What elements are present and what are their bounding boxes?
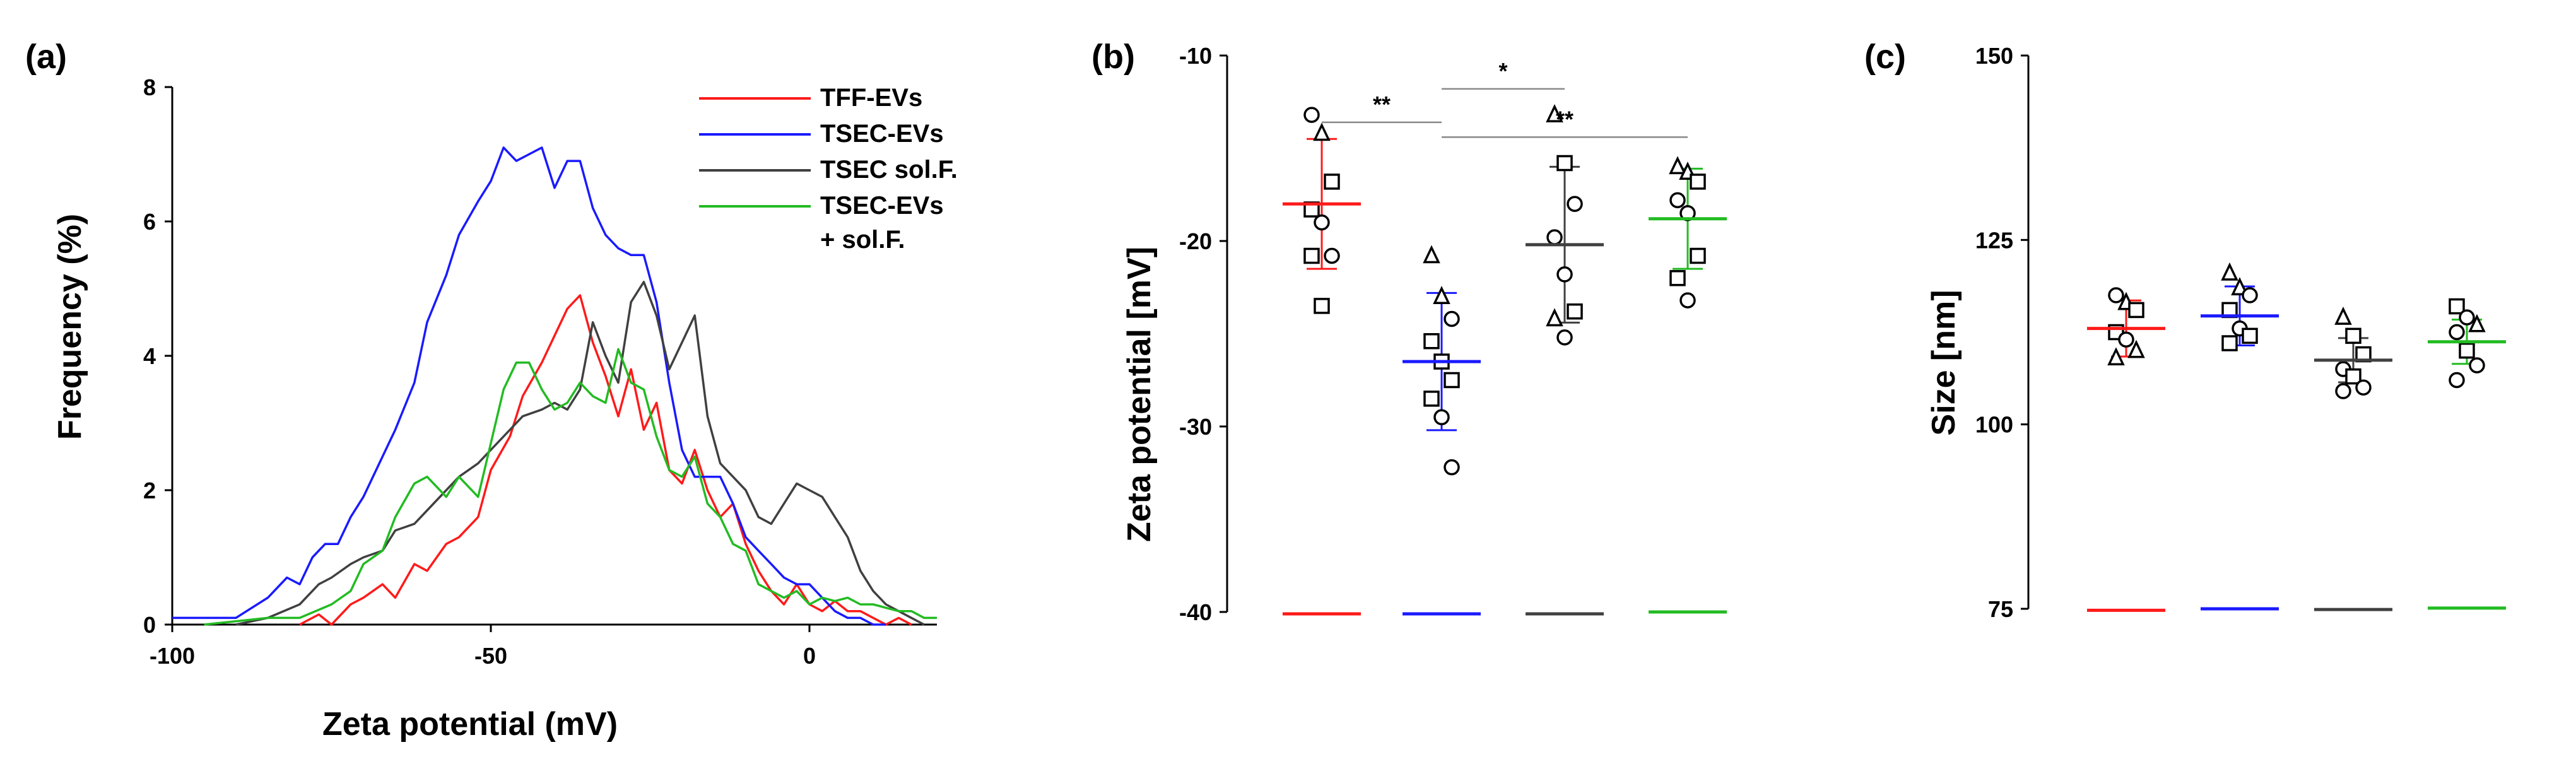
chart-c-y-tick-label: 75 — [1988, 596, 2013, 622]
chart-c-point-square — [2345, 327, 2361, 344]
chart-c-point-triangle — [2468, 314, 2486, 332]
chart-c-point-circle — [2335, 383, 2351, 399]
chart-c-point-circle — [2469, 357, 2485, 373]
chart-c-point-circle — [2459, 309, 2475, 326]
chart-b-point-square — [1556, 155, 1573, 172]
chart-c-point-square — [2242, 327, 2258, 344]
legend-label-tff-evs: TFF-EVs — [820, 84, 922, 112]
chart-b-point-square — [1567, 303, 1583, 320]
chart-b-point-circle — [1556, 329, 1573, 346]
chart-a-xlabel: Zeta potential (mV) — [322, 706, 618, 743]
series-line-tsec-evs-sol-f — [204, 348, 937, 626]
chart-c-point-square — [2128, 302, 2144, 319]
chart-c-point-triangle — [2107, 347, 2125, 366]
chart-b-point-square — [1669, 270, 1686, 286]
chart-c-point-circle — [2355, 379, 2372, 396]
chart-b-y-tick-label: -20 — [1179, 228, 1212, 254]
series-line-tff-evs — [299, 294, 912, 626]
chart-b-point-square — [1690, 173, 1706, 190]
chart-c-point-square — [2221, 335, 2238, 351]
chart-b-point-square — [1324, 173, 1340, 190]
legend-label-tsec-evs: TSEC-EVs — [820, 120, 944, 148]
legend-label-tsec-evs-sol-f: + sol.F. — [820, 226, 905, 254]
chart-a-y-tick-label: 8 — [143, 74, 156, 100]
chart-a-x-tick-label: 0 — [803, 643, 816, 669]
chart-a-y-tick-label: 0 — [143, 612, 156, 638]
chart-b-point-square — [1444, 372, 1460, 389]
chart-b-point-triangle — [1433, 286, 1450, 304]
series-line-tsec-evs — [172, 146, 886, 626]
chart-c-point-square — [2459, 342, 2475, 359]
chart-c-y-tick-label: 100 — [1975, 412, 2013, 438]
chart-b-point-circle — [1679, 292, 1696, 309]
chart-a-y-tick-label: 4 — [143, 343, 156, 369]
chart-b-point-triangle — [1546, 104, 1563, 122]
chart-c-ylabel: Size [nm] — [1926, 290, 1962, 435]
panel-label-a: (a) — [25, 38, 67, 76]
chart-c-point-square — [2345, 368, 2361, 385]
chart-c-y-tick-label: 150 — [1975, 43, 2013, 69]
chart-b-point-triangle — [1546, 308, 1563, 327]
legend-label-tsec-sol-f: TSEC sol.F. — [820, 156, 958, 184]
chart-b-point-square — [1303, 247, 1320, 264]
chart-b-point-square — [1423, 333, 1440, 350]
series-line-tsec-sol-f — [235, 281, 925, 626]
chart-c-point-circle — [2449, 372, 2465, 389]
chart-a-y-tick-label: 2 — [143, 478, 156, 503]
chart-b-point-circle — [1433, 409, 1450, 426]
chart-a-ylabel: Frequency (%) — [52, 214, 88, 440]
chart-b-significance-label: * — [1498, 58, 1507, 84]
chart-c-point-triangle — [2221, 262, 2238, 281]
chart-b-point-circle — [1444, 310, 1460, 327]
chart-a-x-tick-label: -100 — [150, 643, 195, 669]
chart-b-y-tick-label: -30 — [1179, 414, 1212, 440]
chart-c-point-triangle — [2127, 339, 2145, 358]
chart-a-y-tick-label: 6 — [143, 209, 156, 235]
chart-b-point-square — [1423, 391, 1440, 407]
chart-b-point-square — [1314, 298, 1330, 314]
chart-b-point-triangle — [1313, 122, 1331, 141]
chart-b-point-circle — [1324, 247, 1340, 264]
chart-a-x-tick-label: -50 — [474, 643, 507, 669]
chart-c-point-circle — [2118, 331, 2134, 348]
chart-b-point-circle — [1556, 266, 1573, 283]
chart-b-point-circle — [1303, 107, 1320, 123]
chart-b-y-tick-label: -10 — [1179, 43, 1212, 69]
chart-b-point-circle — [1669, 192, 1686, 209]
chart-b-point-circle — [1546, 229, 1563, 245]
chart-b-point-triangle — [1669, 156, 1686, 175]
chart-c-point-circle — [2449, 324, 2465, 341]
chart-b-point-circle — [1567, 196, 1583, 212]
chart-b-ylabel: Zeta potential [mV] — [1121, 247, 1158, 542]
chart-b-point-square — [1690, 247, 1706, 264]
chart-c-point-circle — [2108, 287, 2124, 303]
chart-c-point-triangle — [2231, 277, 2249, 296]
panel-label-c: (c) — [1864, 38, 1906, 76]
chart-c-point-circle — [2242, 287, 2258, 303]
chart-c-point-triangle — [2334, 307, 2352, 325]
chart-c-y-tick-label: 125 — [1975, 227, 2013, 253]
chart-b-point-circle — [1314, 214, 1330, 231]
legend-label-tsec-evs-sol-f: TSEC-EVs — [820, 192, 944, 220]
chart-a-frequency-distribution: 0 2 4 6 8 -100 -50 0 TFF-EVs TSEC-EVs TSEC sol.F. T… — [143, 74, 958, 669]
chart-b-point-circle — [1444, 459, 1460, 476]
chart-c-point-square — [2449, 298, 2465, 315]
panel-label-b: (b) — [1091, 38, 1135, 76]
chart-b-point-triangle — [1423, 245, 1440, 264]
chart-b-y-tick-label: -40 — [1179, 599, 1212, 625]
chart-b-significance-label: ** — [1556, 106, 1573, 132]
chart-b-significance-label: ** — [1373, 91, 1391, 117]
chart-b-zeta-potential: -40-30-20-10***** — [1179, 43, 1727, 625]
chart-c-size: 75 100 125 150 — [1975, 43, 2506, 622]
